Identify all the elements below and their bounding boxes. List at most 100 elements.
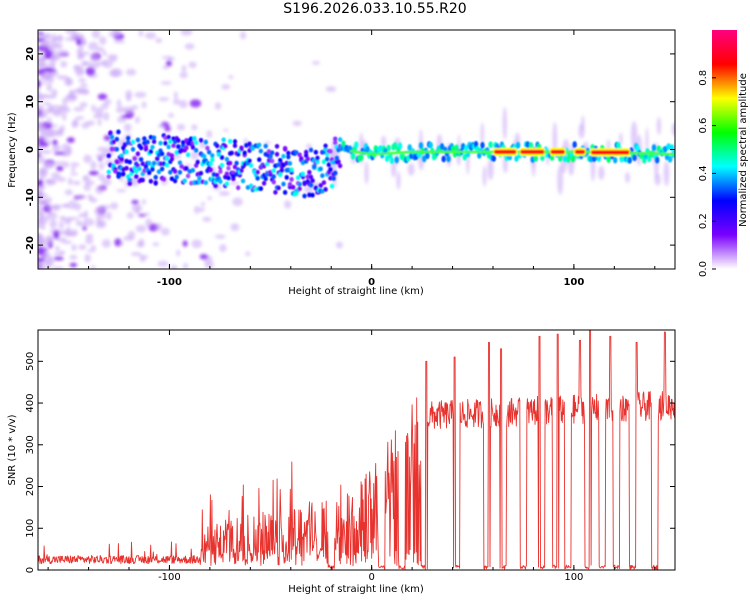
ridge-cell <box>227 160 233 166</box>
ridge-cell <box>464 144 469 152</box>
snr-frame <box>37 329 676 571</box>
ridge-cell <box>307 169 312 175</box>
ridge-core <box>459 150 463 154</box>
noise-speckle <box>62 112 67 121</box>
ridge-cell <box>114 136 120 142</box>
y-tick-label: 20 <box>25 47 36 61</box>
ridge-cell <box>333 140 338 146</box>
ridge-core <box>364 151 368 155</box>
noise-streak <box>482 166 487 187</box>
ridge-core <box>473 150 477 154</box>
noise-streak <box>625 171 630 184</box>
noise-speckle <box>53 42 60 47</box>
ridge-cell <box>299 156 304 162</box>
ridge-cell <box>263 143 268 149</box>
ridge-cell <box>148 134 154 140</box>
noise-speckle <box>182 263 189 269</box>
ridge-cell <box>284 174 289 180</box>
noise-speckle <box>38 263 46 269</box>
ridge-cell <box>127 181 133 186</box>
noise-speckle <box>97 93 108 100</box>
noise-speckle <box>38 58 46 63</box>
noise-speckle <box>40 226 46 230</box>
noise-speckle <box>131 199 139 205</box>
noise-speckle <box>51 266 64 269</box>
ridge-core <box>420 150 424 154</box>
noise-speckle <box>79 68 85 75</box>
ridge-cell <box>588 155 594 163</box>
y-tick-label: 200 <box>25 477 36 496</box>
colorbar: 0.0 0.2 0.4 0.6 0.8 Normalized spectral ampl… <box>698 30 749 277</box>
ridge-cell <box>127 159 133 165</box>
y-tick-label: 0 <box>25 146 36 153</box>
noise-speckles <box>38 30 675 269</box>
ridge-core <box>568 150 572 154</box>
ridge-cell <box>219 162 225 168</box>
noise-speckle <box>68 216 80 221</box>
ridge-cell <box>337 163 343 169</box>
ridge-cell <box>184 145 189 151</box>
ridge-cell <box>318 166 323 172</box>
noise-speckle <box>40 149 52 155</box>
ridge-cell <box>405 155 411 162</box>
noise-speckle <box>60 60 68 68</box>
ridge-cell <box>397 142 403 150</box>
noise-speckle <box>43 161 53 168</box>
ridge-cell <box>425 152 430 160</box>
ridge-cell <box>261 180 267 186</box>
ridge-core <box>410 150 414 154</box>
noise-speckle <box>42 80 47 85</box>
ridge-cell <box>125 174 131 180</box>
ridge-cell <box>378 145 383 153</box>
ridge-cell <box>480 141 485 149</box>
ridge-core <box>517 150 521 154</box>
ridge-cell <box>179 164 184 169</box>
noise-speckle <box>116 188 127 193</box>
y-tick-label: -20 <box>25 236 36 254</box>
colorbar-tick-label: 0.0 <box>698 261 709 277</box>
ridge-cell <box>462 153 467 161</box>
ridge-cell <box>147 160 152 166</box>
ridge-cell <box>417 151 422 159</box>
noise-speckle <box>67 200 76 210</box>
y-tick-label: 400 <box>25 393 36 412</box>
ridge-core <box>374 152 378 156</box>
noise-speckle <box>49 219 58 229</box>
ridge-cell <box>193 140 199 146</box>
noise-speckle <box>200 202 206 206</box>
ridge-core <box>408 150 412 154</box>
ridge-cell <box>294 150 299 155</box>
ridge-cell <box>229 150 234 156</box>
snr-x-axis-title: Height of straight line (km) <box>288 584 424 595</box>
ridge-cell <box>138 145 144 151</box>
ridge-cell <box>616 141 621 149</box>
noise-streak <box>645 127 649 154</box>
noise-speckle <box>219 244 227 253</box>
ridge-cell <box>202 153 207 159</box>
noise-speckle <box>157 124 166 129</box>
colorbar-tick-label: 0.2 <box>698 213 709 229</box>
noise-speckle <box>228 75 234 80</box>
ridge-cell <box>514 155 519 162</box>
ridge-cell <box>291 184 296 190</box>
noise-speckle <box>131 203 143 213</box>
ridge-cell <box>441 155 446 163</box>
noise-speckle <box>98 205 104 211</box>
spectrogram-y-ticks: 20 10 0 -10 -20 <box>25 47 675 254</box>
noise-speckle <box>141 101 147 109</box>
noise-speckle <box>240 31 247 40</box>
ridge-cell <box>231 173 236 179</box>
ridge-cell <box>151 139 157 145</box>
noise-speckle <box>102 50 107 57</box>
noise-speckle <box>101 239 111 248</box>
ridge-core <box>641 151 645 155</box>
ridge-cell <box>313 185 319 191</box>
ridge-cell <box>278 172 283 178</box>
ridge-core <box>485 150 489 154</box>
noise-speckle <box>223 128 229 132</box>
noise-speckle <box>126 68 137 76</box>
ridge-core <box>543 150 548 154</box>
noise-streak <box>630 121 638 149</box>
spectrogram-x-axis-title: Height of straight line (km) <box>288 286 424 297</box>
